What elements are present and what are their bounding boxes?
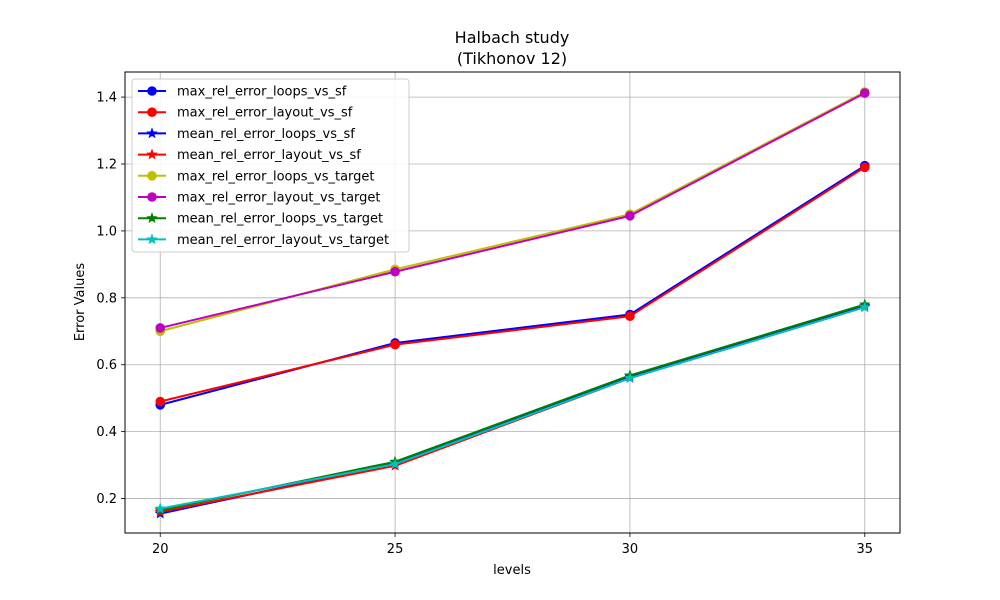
legend-label: max_rel_error_loops_vs_sf <box>177 85 347 100</box>
data-point <box>625 311 635 322</box>
series-mean_rel_error_layout_vs_target <box>154 301 871 514</box>
data-point <box>155 396 166 407</box>
legend-marker <box>146 233 158 245</box>
series-max_rel_error_layout_vs_sf <box>155 162 870 407</box>
legend: max_rel_error_loops_vs_sf max_rel_error_l… <box>131 78 410 253</box>
legend-item: max_rel_error_loops_vs_target <box>138 169 375 184</box>
series-line <box>159 92 866 329</box>
plot-frame <box>124 71 901 534</box>
legend-label: mean_rel_error_layout_vs_sf <box>177 148 361 163</box>
data-point <box>625 211 635 221</box>
y-tick-label: 0.8 <box>96 291 117 306</box>
data-point <box>859 88 870 98</box>
series-max_rel_error_layout_vs_target <box>155 88 870 333</box>
legend-item: max_rel_error_loops_vs_sf <box>138 85 347 100</box>
legend-label: mean_rel_error_layout_vs_target <box>177 233 389 248</box>
x-tick-label: 30 <box>622 542 639 557</box>
y-tick-label: 0.4 <box>96 425 117 440</box>
legend-label: max_rel_error_layout_vs_target <box>177 191 381 206</box>
legend-label: max_rel_error_loops_vs_target <box>177 169 375 184</box>
x-tick-label: 25 <box>387 542 404 557</box>
legend-item: max_rel_error_layout_vs_sf <box>138 106 353 121</box>
legend-marker <box>146 127 158 139</box>
legend-item: mean_rel_error_loops_vs_target <box>138 212 383 227</box>
legend-item: max_rel_error_layout_vs_target <box>138 191 381 206</box>
legend-item: mean_rel_error_layout_vs_target <box>138 233 389 248</box>
x-tick-label: 20 <box>152 542 169 557</box>
y-tick-label: 1.2 <box>96 157 117 172</box>
legend-label: mean_rel_error_loops_vs_sf <box>177 127 355 142</box>
legend-label: max_rel_error_layout_vs_sf <box>177 106 353 121</box>
series-line <box>159 166 866 403</box>
chart-title-line1: Halbach study <box>455 28 570 47</box>
data-point <box>859 162 870 173</box>
legend-label: mean_rel_error_loops_vs_target <box>177 212 383 227</box>
data-point <box>624 372 636 383</box>
data-point <box>155 323 166 333</box>
legend-marker <box>147 192 157 202</box>
legend-marker <box>146 212 158 224</box>
chart-title-line2: (Tikhonov 12) <box>457 49 567 68</box>
x-tick-label: 35 <box>856 542 873 557</box>
data-point <box>389 458 401 469</box>
legend-marker <box>147 107 157 117</box>
legend-item: mean_rel_error_loops_vs_sf <box>138 127 355 142</box>
y-tick-label: 1.0 <box>96 224 117 239</box>
legend-item: mean_rel_error_layout_vs_sf <box>138 148 361 163</box>
data-point <box>154 502 166 514</box>
x-axis-label: levels <box>493 563 531 578</box>
legend-marker <box>146 148 158 160</box>
y-axis-label: Error Values <box>73 263 88 342</box>
legend-box <box>131 78 410 253</box>
y-tick-label: 0.2 <box>96 492 117 507</box>
axis-ticks: 20 25 30 35 0.2 0.4 0.6 0.8 1.0 1.2 1.4 <box>96 91 873 557</box>
data-point <box>859 301 871 313</box>
data-point <box>390 339 400 350</box>
legend-marker <box>147 86 157 96</box>
y-tick-label: 0.6 <box>96 358 117 373</box>
series-lines <box>154 87 871 519</box>
legend-marker <box>147 171 157 181</box>
y-tick-label: 1.4 <box>96 91 117 106</box>
series-line <box>160 306 866 510</box>
data-point <box>390 266 400 277</box>
